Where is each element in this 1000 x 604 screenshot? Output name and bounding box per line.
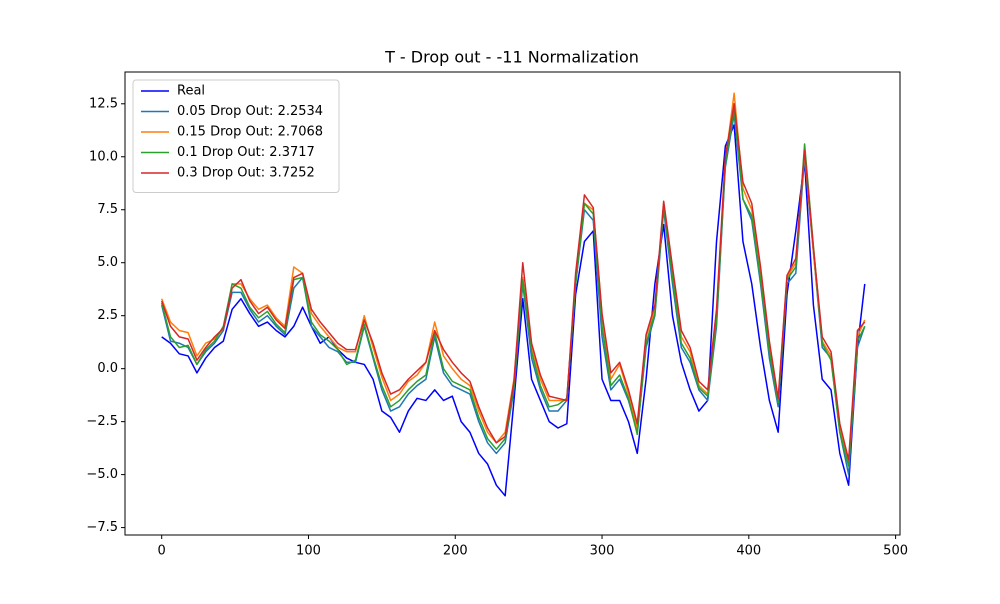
legend-label: 0.3 Drop Out: 3.7252 bbox=[177, 166, 315, 181]
legend-label: Real bbox=[177, 84, 205, 99]
chart-title: T - Drop out - -11 Normalization bbox=[384, 48, 639, 67]
plot-area bbox=[160, 92, 866, 497]
x-tick-label: 100 bbox=[296, 544, 321, 559]
x-tick-label: 300 bbox=[590, 544, 615, 559]
x-tick-label: 500 bbox=[883, 544, 908, 559]
y-tick-label: 0.0 bbox=[97, 361, 118, 376]
y-tick-label: −2.5 bbox=[86, 414, 118, 429]
x-tick-label: 0 bbox=[158, 544, 166, 559]
y-tick-label: −5.0 bbox=[86, 467, 118, 482]
y-tick-label: 10.0 bbox=[89, 149, 118, 164]
y-tick-label: 12.5 bbox=[89, 96, 118, 111]
y-tick-label: 7.5 bbox=[97, 202, 118, 217]
x-tick-label: 400 bbox=[736, 544, 761, 559]
series-line bbox=[160, 103, 866, 461]
legend-label: 0.05 Drop Out: 2.2534 bbox=[177, 104, 323, 119]
series-line bbox=[161, 124, 866, 497]
y-tick-label: 5.0 bbox=[97, 255, 118, 270]
x-tick-label: 200 bbox=[443, 544, 468, 559]
y-tick-label: 2.5 bbox=[97, 308, 118, 323]
y-tick-label: −7.5 bbox=[86, 520, 118, 535]
legend-label: 0.15 Drop Out: 2.7068 bbox=[177, 125, 323, 140]
legend-label: 0.1 Drop Out: 2.3717 bbox=[177, 145, 315, 160]
axes-frame bbox=[124, 71, 901, 536]
legend-box bbox=[132, 79, 340, 193]
legend: Real 0.05 Drop Out: 2.2534 0.15 Drop Out: … bbox=[132, 79, 340, 193]
